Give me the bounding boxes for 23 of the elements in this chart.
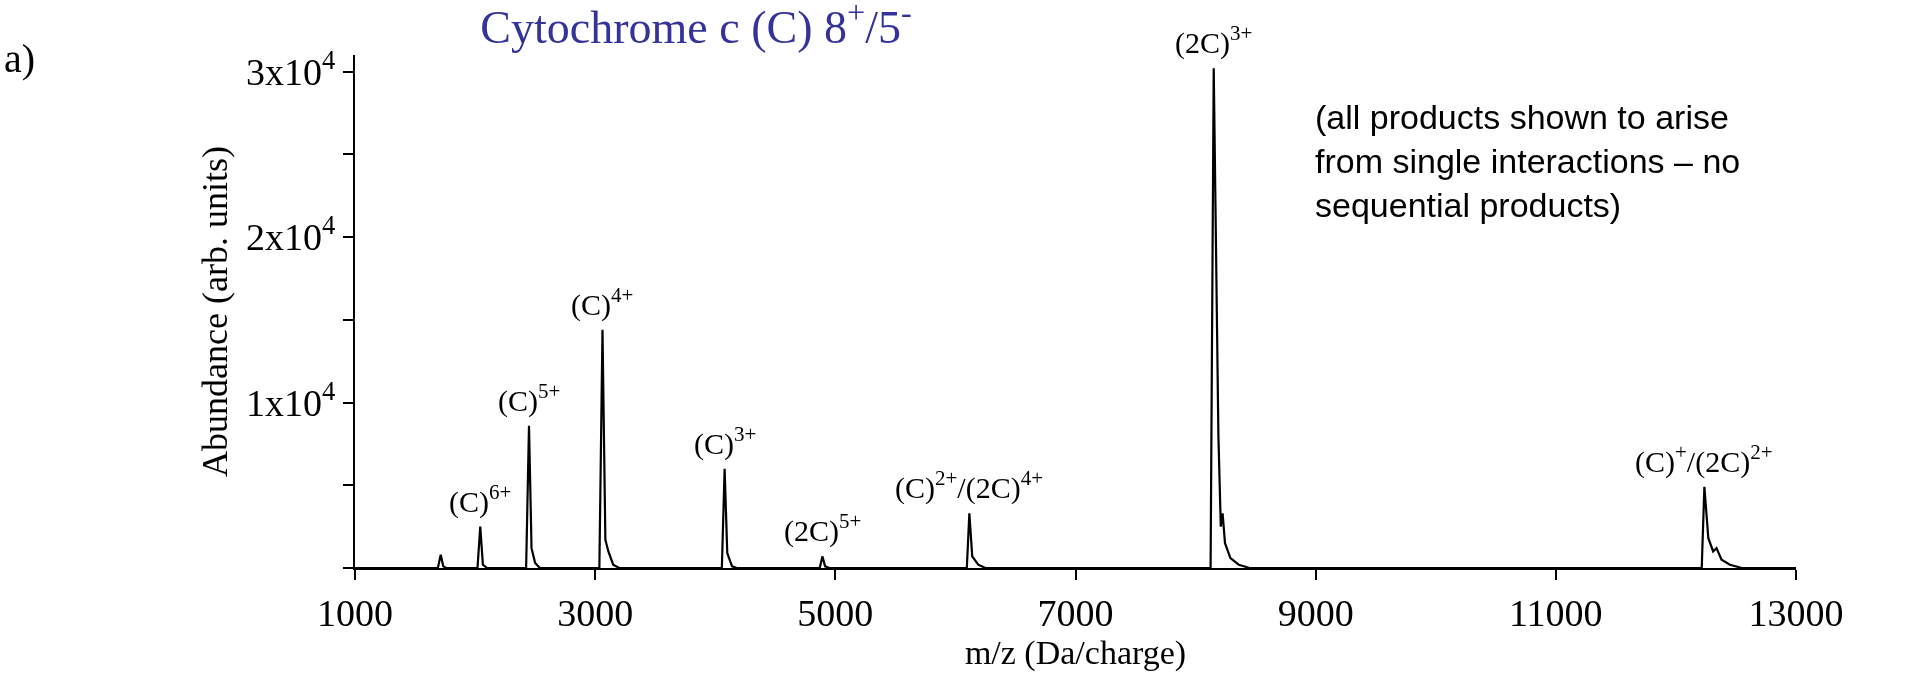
y-tick-label: 2x10$^{4}$ — [246, 210, 336, 259]
x-tick-label: 7000 — [1037, 591, 1114, 634]
x-tick-label: 1000 — [317, 591, 393, 634]
annotation: (C)$^{2+}$/(2C)$^{4+}$ — [895, 466, 1044, 505]
x-tick-label: 3000 — [557, 591, 634, 634]
annotation: (C)$^{+}$/(2C)$^{2+}$ — [1635, 440, 1773, 479]
chart-title: Cytochrome c (C) 8$^{+}$/5$^{-}$ — [480, 0, 912, 53]
text: a) — [4, 36, 36, 81]
annotation: (C)$^{3+}$ — [694, 422, 757, 461]
x-tick-label: 9000 — [1277, 591, 1354, 634]
x-axis-title: m/z (Da/charge) — [964, 633, 1187, 672]
x-tick-label: 5000 — [797, 591, 874, 634]
x-tick-label: 13000 — [1748, 591, 1844, 634]
annotation: (2C)$^{3+}$ — [1175, 21, 1253, 60]
annotation: (all products shown to arise from single interactions – no sequential products) — [1315, 98, 1741, 225]
x-tick-label: 11000 — [1509, 591, 1603, 634]
y-tick-label: 3x10$^{4}$ — [246, 44, 336, 93]
y-axis-title: Abundance (arb. units) — [194, 146, 235, 477]
annotation: (C)$^{6+}$ — [449, 480, 512, 519]
annotation: (2C)$^{5+}$ — [784, 509, 862, 548]
annotation: (C)$^{4+}$ — [571, 283, 634, 322]
y-tick-label: 1x10$^{4}$ — [246, 375, 336, 424]
annotation: (C)$^{5+}$ — [498, 379, 561, 418]
